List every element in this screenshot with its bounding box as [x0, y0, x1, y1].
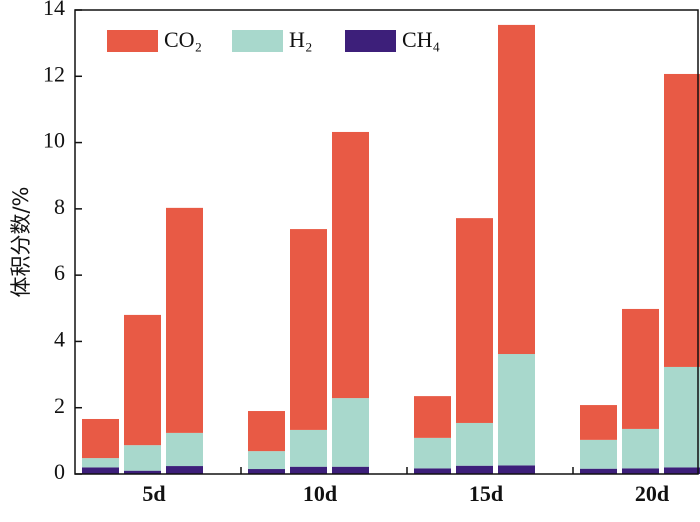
legend-swatch	[232, 30, 283, 52]
bar-segment	[332, 131, 369, 399]
legend-label: H₂	[289, 27, 313, 52]
bar-segment	[414, 468, 451, 474]
y-tick-label: 6	[54, 260, 65, 285]
bar-segment	[622, 468, 659, 474]
bar-segment	[414, 396, 451, 438]
y-tick-label: 12	[43, 61, 65, 86]
y-axis-label: 体积分数/%	[9, 186, 33, 297]
bar-segment	[456, 465, 493, 474]
bar-segment	[498, 354, 535, 466]
bar-segment	[124, 445, 161, 471]
bar-segment	[664, 467, 700, 474]
bar-segment	[166, 432, 203, 467]
bar-segment	[664, 73, 700, 367]
bar-segment	[124, 314, 161, 446]
bar-segment	[622, 428, 659, 469]
bar-segment	[664, 366, 700, 468]
bar-segment	[124, 470, 161, 474]
bar-segment	[580, 439, 617, 469]
x-tick-label: 15d	[469, 481, 503, 506]
bar-segment	[166, 207, 203, 433]
bar-segment	[456, 422, 493, 466]
bar-segment	[456, 218, 493, 423]
bar-segment	[332, 398, 369, 467]
bar-segment	[498, 465, 535, 474]
bar-segment	[248, 451, 285, 470]
bar-segment	[622, 308, 659, 429]
bar-segment	[332, 466, 369, 474]
bar-segment	[580, 405, 617, 440]
bar-segment	[166, 466, 203, 474]
y-tick-label: 8	[54, 194, 65, 219]
x-tick-label: 5d	[142, 481, 165, 506]
y-tick-label: 2	[54, 393, 65, 418]
bar-segment	[498, 24, 535, 355]
y-tick-label: 10	[43, 128, 65, 153]
bar-segment	[82, 467, 119, 474]
bar-segment	[82, 458, 119, 468]
y-tick-label: 14	[43, 0, 65, 20]
bar-segment	[82, 418, 119, 459]
legend-label: CH₄	[402, 27, 440, 52]
legend-label: CO₂	[164, 27, 202, 52]
bar-segment	[290, 229, 327, 430]
y-tick-label: 4	[54, 326, 65, 351]
bar-segment	[248, 411, 285, 452]
y-tick-label: 0	[54, 459, 65, 484]
bar-segment	[414, 437, 451, 469]
plot-frame	[74, 9, 699, 475]
x-tick-label: 20d	[635, 481, 669, 506]
bar-segment	[290, 429, 327, 467]
bar-segment	[290, 466, 327, 474]
legend-swatch	[345, 30, 396, 52]
x-tick-label: 10d	[303, 481, 337, 506]
legend-swatch	[107, 30, 158, 52]
bar-segment	[248, 469, 285, 474]
bar-segment	[580, 468, 617, 474]
